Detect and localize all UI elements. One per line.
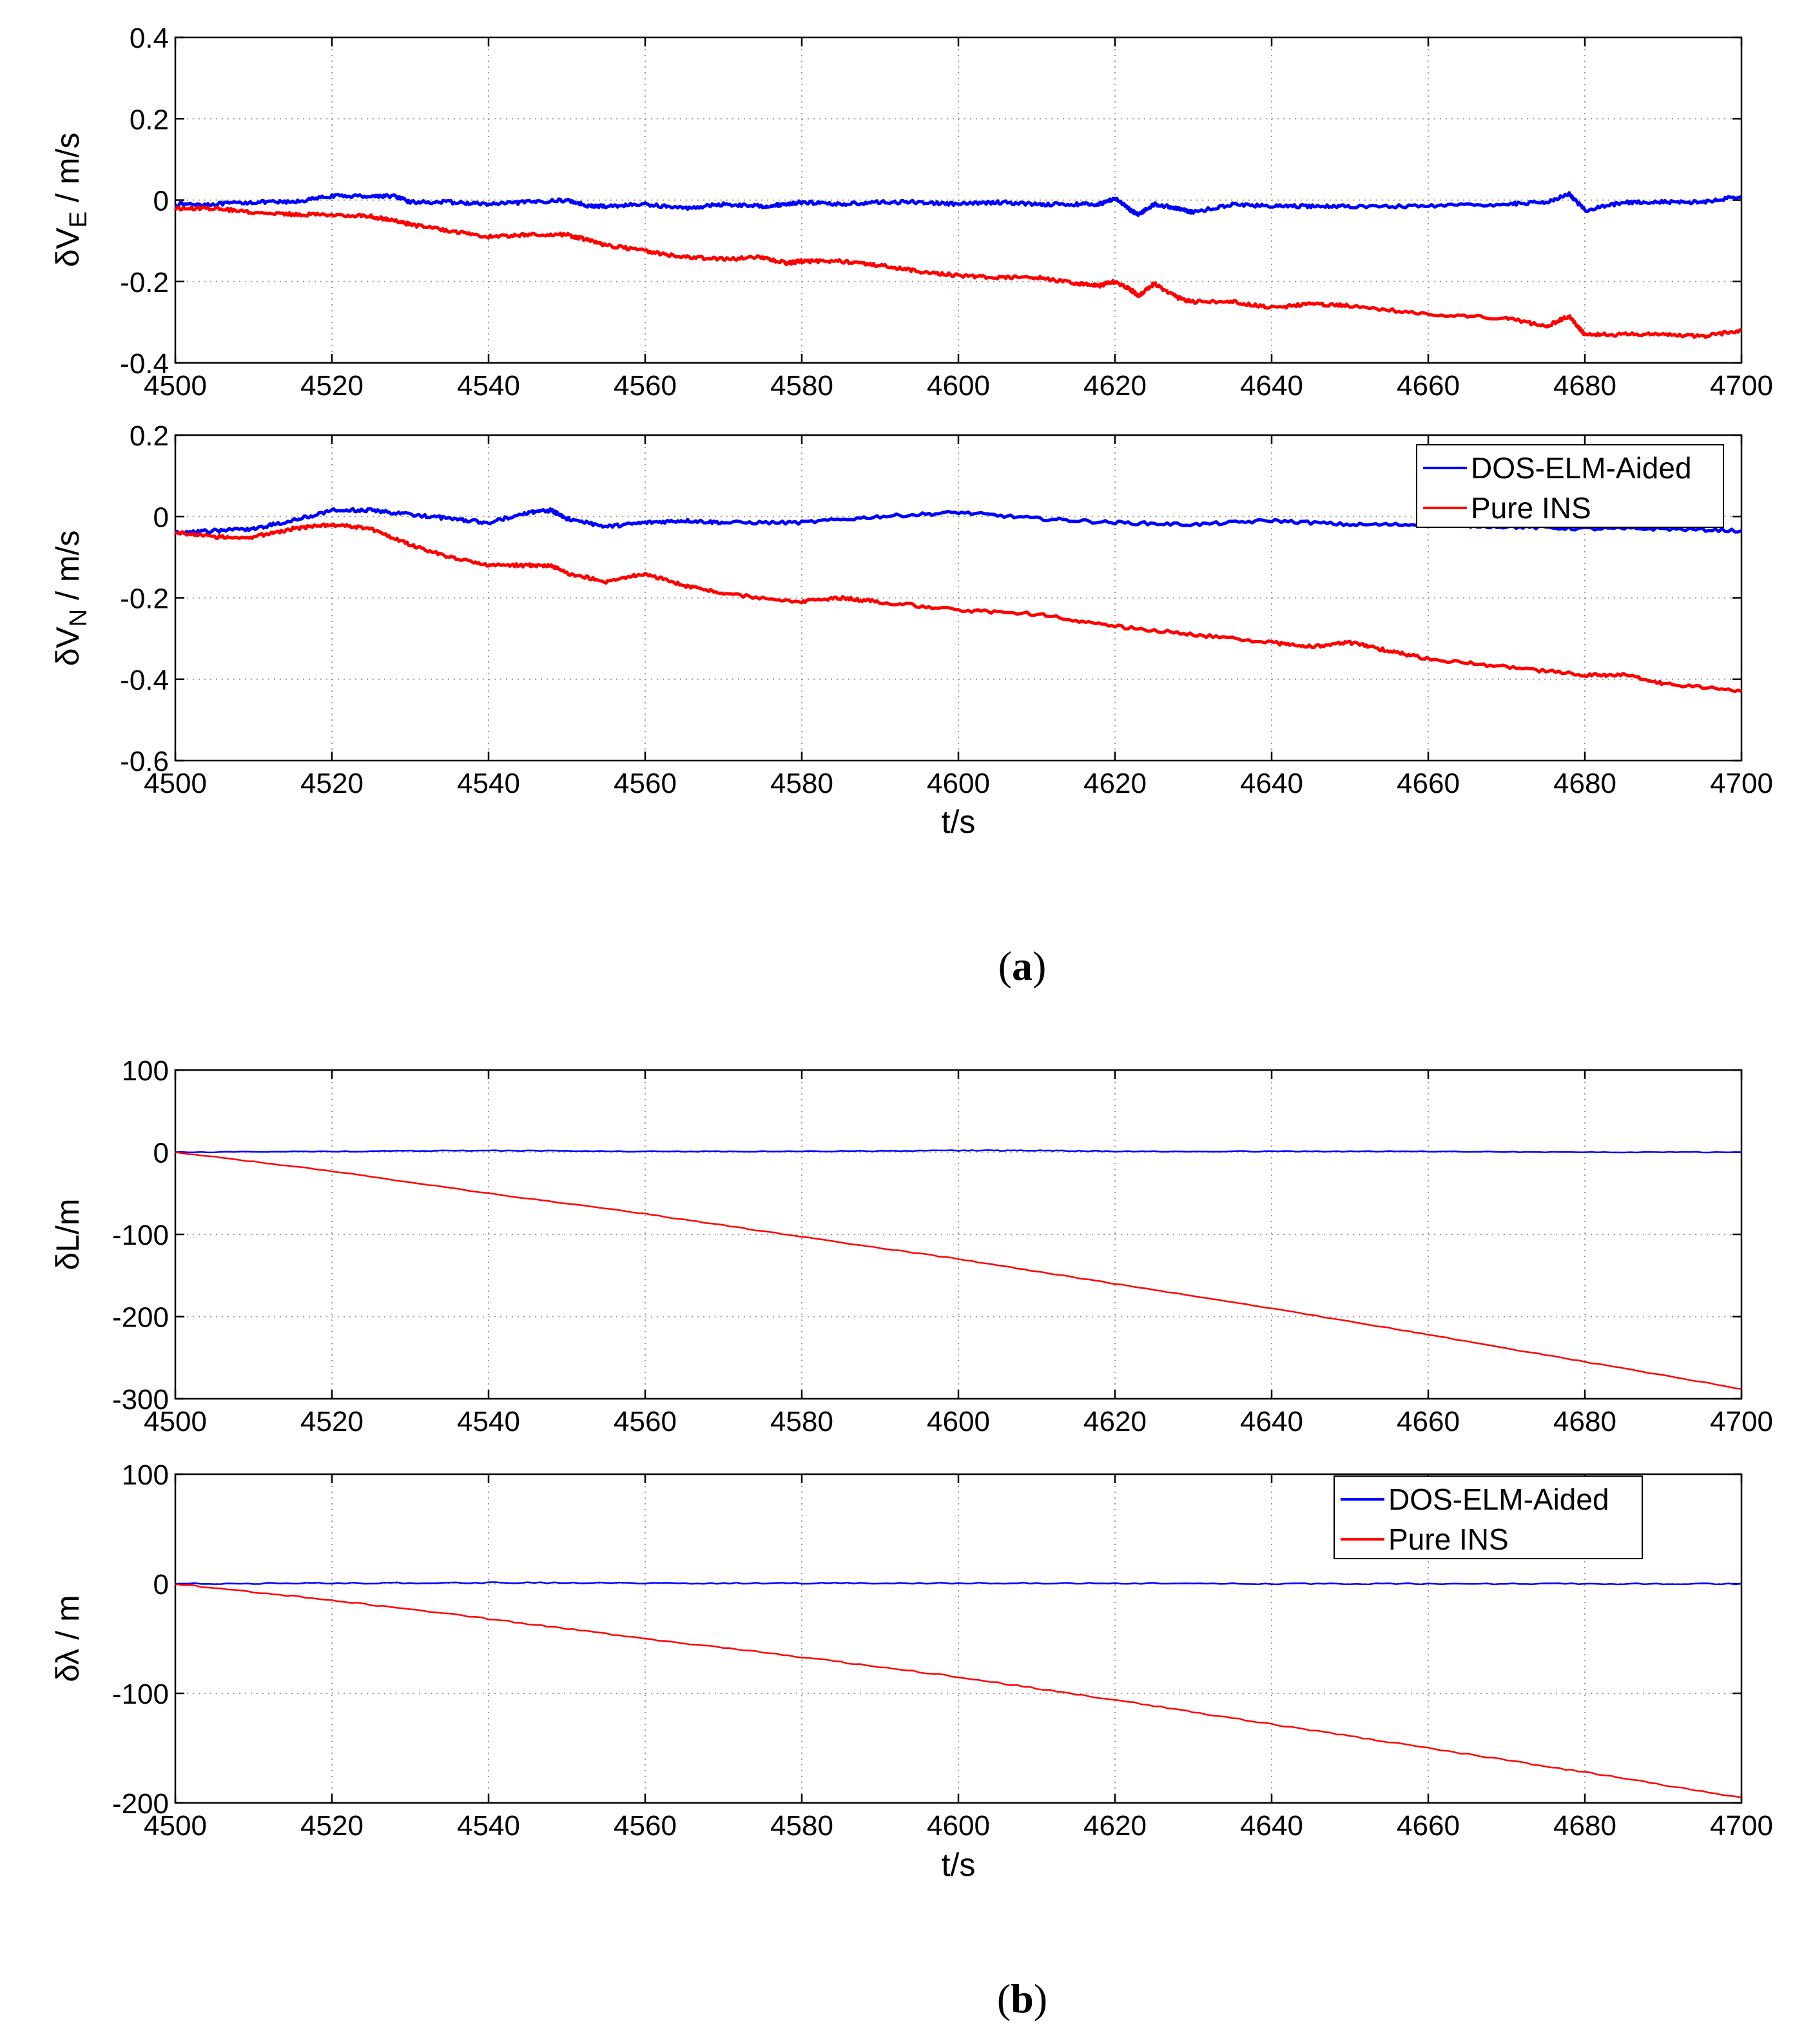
y-tick-label: 0.2 xyxy=(130,420,169,452)
legend: DOS-ELM-Aided Pure INS xyxy=(1416,444,1724,528)
y-tick-label: 100 xyxy=(122,1055,169,1087)
x-tick-label: 4640 xyxy=(1240,1810,1303,1842)
series-line-pure-ins xyxy=(174,205,1742,340)
x-tick-label: 4540 xyxy=(457,768,520,799)
legend-box xyxy=(1334,1475,1643,1559)
legend-label: DOS-ELM-Aided xyxy=(1471,451,1692,485)
x-axis-label: t/s xyxy=(942,804,976,840)
x-tick-label: 4620 xyxy=(1083,1406,1147,1437)
y-tick-label: -200 xyxy=(112,1302,169,1334)
x-tick-label: 4660 xyxy=(1397,370,1460,402)
x-tick-label: 4540 xyxy=(457,370,520,402)
x-tick-label: 4560 xyxy=(614,370,677,402)
series-line-dos-elm-aided xyxy=(175,1149,1742,1154)
y-tick-label: -100 xyxy=(112,1679,169,1710)
y-tick-label: 0 xyxy=(153,186,169,217)
y-axis-label: δλ / m xyxy=(50,1595,86,1682)
x-tick-label: 4560 xyxy=(614,1810,677,1842)
x-tick-label: 4700 xyxy=(1710,1810,1773,1842)
y-axis-label: δL/m xyxy=(50,1198,86,1270)
x-tick-label: 4660 xyxy=(1397,1810,1460,1842)
x-tick-label: 4580 xyxy=(770,1406,833,1437)
series-line-dos-elm-aided xyxy=(175,191,1743,217)
legend-label: Pure INS xyxy=(1388,1523,1509,1556)
y-tick-label: 0 xyxy=(153,1569,169,1601)
x-tick-label: 4620 xyxy=(1083,1810,1147,1842)
x-tick-label: 4640 xyxy=(1240,1406,1303,1437)
y-tick-label: 0 xyxy=(153,1138,169,1169)
x-tick-label: 4520 xyxy=(300,370,364,402)
x-tick-label: 4640 xyxy=(1240,370,1303,402)
series-line-pure-ins xyxy=(175,1583,1742,1798)
x-tick-label: 4680 xyxy=(1553,1810,1616,1842)
x-tick-label: 4500 xyxy=(144,370,207,402)
x-tick-label: 4600 xyxy=(927,1810,990,1842)
x-tick-label: 4540 xyxy=(457,1810,520,1842)
x-tick-label: 4500 xyxy=(144,1810,207,1842)
x-tick-label: 4660 xyxy=(1397,1406,1460,1437)
x-tick-label: 4500 xyxy=(144,768,207,799)
x-tick-label: 4500 xyxy=(144,1406,207,1437)
x-tick-label: 4520 xyxy=(300,1406,364,1437)
series-line-pure-ins xyxy=(174,522,1742,694)
x-tick-label: 4520 xyxy=(300,1810,364,1842)
y-tick-label: -0.2 xyxy=(120,267,169,298)
x-tick-label: 4640 xyxy=(1240,768,1303,799)
x-tick-label: 4700 xyxy=(1710,768,1773,799)
y-axis-label: δVE / m/s xyxy=(50,133,92,268)
y-tick-label: -200 xyxy=(112,1788,169,1820)
x-tick-label: 4600 xyxy=(927,1406,990,1437)
x-tick-label: 4620 xyxy=(1083,768,1147,799)
x-tick-label: 4560 xyxy=(614,1406,677,1437)
x-tick-label: 4620 xyxy=(1083,370,1147,402)
x-tick-label: 4660 xyxy=(1397,768,1460,799)
series-line-dos-elm-aided xyxy=(175,1581,1742,1586)
y-tick-label: 0.4 xyxy=(130,23,169,54)
caption-b: (b) xyxy=(997,1976,1047,2021)
chart-marks: 4500 4520 4540 4560 4580 4600 4620 4640 4660 4680… xyxy=(112,23,1773,1842)
y-tick-label: -100 xyxy=(112,1220,169,1251)
x-tick-label: 4560 xyxy=(614,768,677,799)
x-tick-label: 4600 xyxy=(927,370,990,402)
x-tick-label: 4700 xyxy=(1710,370,1773,402)
x-tick-label: 4700 xyxy=(1710,1406,1773,1437)
legend: DOS-ELM-Aided Pure INS xyxy=(1334,1475,1643,1559)
y-tick-label: -0.6 xyxy=(120,746,169,777)
x-tick-label: 4580 xyxy=(770,1810,833,1842)
series-line-dos-elm-aided xyxy=(175,507,1742,536)
caption-a: (a) xyxy=(998,943,1047,989)
x-tick-label: 4680 xyxy=(1553,768,1616,799)
y-axis-label: δVN / m/s xyxy=(50,530,92,667)
y-tick-label: -0.4 xyxy=(120,348,169,380)
y-tick-label: -300 xyxy=(112,1384,169,1416)
y-tick-label: 0.2 xyxy=(130,104,169,135)
legend-box xyxy=(1416,444,1724,528)
legend-label: Pure INS xyxy=(1471,491,1591,525)
y-tick-label: 100 xyxy=(122,1459,169,1491)
y-tick-label: -0.2 xyxy=(120,583,169,615)
series-line-pure-ins xyxy=(175,1151,1742,1390)
x-tick-label: 4520 xyxy=(300,768,364,799)
x-tick-label: 4580 xyxy=(770,370,833,402)
x-axis-label: t/s xyxy=(942,1847,976,1883)
x-tick-label: 4540 xyxy=(457,1406,520,1437)
y-tick-label: 0 xyxy=(153,501,169,533)
x-tick-label: 4680 xyxy=(1553,370,1616,402)
x-tick-label: 4680 xyxy=(1553,1406,1616,1437)
legend-label: DOS-ELM-Aided xyxy=(1388,1483,1609,1516)
x-tick-label: 4600 xyxy=(927,768,990,799)
x-tick-label: 4580 xyxy=(770,768,833,799)
y-tick-label: -0.4 xyxy=(120,665,169,696)
